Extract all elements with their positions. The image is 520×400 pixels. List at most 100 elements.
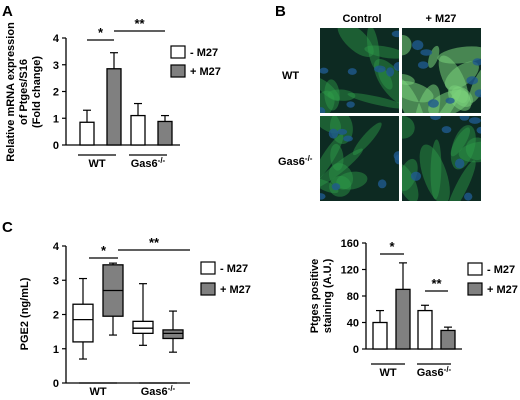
cell-body xyxy=(458,141,481,163)
cell-body xyxy=(465,137,481,161)
box xyxy=(132,320,154,334)
legend-label: - M27 xyxy=(190,47,218,59)
y-axis-label: PGE2 (ng/mL) xyxy=(19,277,31,350)
cell-body xyxy=(430,139,442,200)
nucleus xyxy=(474,89,481,98)
nucleus xyxy=(320,107,326,113)
x-group-label: Gas6-/- xyxy=(141,384,176,398)
x-group-label: WT xyxy=(88,158,105,170)
cell-body xyxy=(327,89,356,101)
nucleus xyxy=(427,99,439,108)
cell-body xyxy=(337,28,374,57)
significance-mark: ** xyxy=(431,276,442,291)
cell-body xyxy=(320,116,342,134)
y-tick-label: 80 xyxy=(347,291,359,303)
x-group-label: WT xyxy=(379,367,396,379)
cell-body xyxy=(364,45,399,59)
cell-body xyxy=(450,125,476,170)
significance-mark: ** xyxy=(134,16,145,31)
y-tick-label: 3 xyxy=(53,60,59,72)
nucleus xyxy=(417,61,429,69)
y-axis-label-line: (Fold change) xyxy=(31,56,43,128)
nucleus xyxy=(410,171,422,181)
micrograph-cells xyxy=(320,116,399,200)
bar xyxy=(79,121,95,146)
significance-mark: * xyxy=(98,25,104,40)
x-group-label: WT xyxy=(89,386,106,398)
y-axis-label-line: Ptges positive xyxy=(309,259,321,334)
cell-body xyxy=(419,144,450,201)
nucleus xyxy=(468,117,481,124)
bar xyxy=(372,321,388,350)
nucleus xyxy=(412,40,424,51)
micro-row-label-gas6: Gas6-/- xyxy=(278,154,313,168)
micrograph-background xyxy=(402,116,481,201)
box xyxy=(162,329,184,340)
legend-label: - M27 xyxy=(220,263,248,275)
y-tick-label: 0 xyxy=(53,140,59,152)
y-tick-label: 120 xyxy=(341,265,359,277)
x-group-label: Gas6-/- xyxy=(417,365,452,379)
y-tick-label: 0 xyxy=(353,344,359,356)
micrograph-cells xyxy=(320,28,399,113)
micro-col-label-m27: + M27 xyxy=(426,13,457,25)
legend-label: + M27 xyxy=(487,284,518,296)
y-tick-label: 3 xyxy=(53,275,59,287)
cell-body xyxy=(469,64,481,103)
micrograph-background xyxy=(320,28,399,113)
bar xyxy=(106,68,122,146)
nucleus xyxy=(454,158,465,169)
cell-body xyxy=(330,143,344,171)
y-axis-label-line: staining (A.U.) xyxy=(322,258,334,333)
nucleus xyxy=(331,183,341,191)
legend-swatch xyxy=(170,45,186,59)
cell-body xyxy=(446,160,476,201)
nucleus xyxy=(445,97,455,104)
box xyxy=(72,303,94,343)
nucleus xyxy=(343,135,353,142)
cell-body xyxy=(336,171,368,190)
micrograph-cells xyxy=(402,116,481,201)
nucleus xyxy=(337,128,348,135)
cell-body xyxy=(402,78,426,113)
cell-body xyxy=(402,35,412,56)
cell-body xyxy=(347,92,399,109)
nucleus xyxy=(347,68,357,75)
cell-body xyxy=(444,61,479,90)
y-tick-label: 2 xyxy=(53,310,59,322)
micrograph-grid xyxy=(320,28,481,201)
bar xyxy=(157,120,173,146)
panel-label-b: B xyxy=(275,3,286,20)
y-tick-label: 4 xyxy=(53,33,60,45)
cell-body xyxy=(320,134,344,184)
nucleus xyxy=(377,179,387,189)
chart-c-ptges-staining: 0 40 80 120 160 Ptges positive staining (A.U.)… xyxy=(309,238,518,379)
bar xyxy=(417,309,433,350)
panel-label-a: A xyxy=(2,3,13,20)
micro-col-label-control: Control xyxy=(342,13,381,25)
micrograph-gas6-m27 xyxy=(402,116,481,201)
cell-body xyxy=(366,28,380,70)
y-tick-label: 0 xyxy=(53,378,59,390)
cell-body xyxy=(320,90,335,113)
nucleus xyxy=(459,116,470,121)
legend-label: - M27 xyxy=(487,264,515,276)
nucleus xyxy=(393,151,399,161)
nucleus xyxy=(328,128,339,139)
panel-label-c: C xyxy=(2,219,13,236)
legend-label: + M27 xyxy=(220,284,251,296)
cell-body xyxy=(324,79,340,111)
nucleus xyxy=(430,116,441,121)
cell-body xyxy=(378,67,393,90)
cell-body xyxy=(320,77,340,102)
cell-body xyxy=(402,116,415,139)
cell-body xyxy=(450,127,470,157)
cell-body xyxy=(329,175,352,197)
nucleus xyxy=(441,126,452,134)
y-tick-label: 1 xyxy=(53,344,59,356)
cell-body xyxy=(320,148,363,189)
nucleus xyxy=(464,192,473,201)
y-tick-label: 2 xyxy=(53,87,59,99)
cell-body xyxy=(402,73,415,86)
